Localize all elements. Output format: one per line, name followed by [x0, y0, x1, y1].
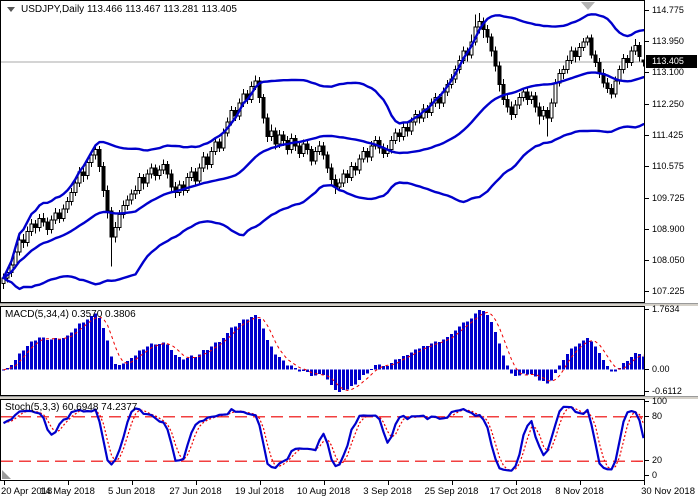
time-tick: [195, 481, 197, 485]
axis-tick: [645, 10, 649, 12]
axis-tick: [645, 260, 649, 262]
time-tick: [323, 481, 325, 485]
axis-tick: [645, 401, 649, 402]
stoch-d-line: [3, 406, 644, 471]
axis-tick: [645, 475, 649, 476]
bollinger-lower-line: [2, 122, 644, 291]
stochastic-canvas[interactable]: [1, 400, 644, 480]
time-axis-label: 19 Jul 2018: [234, 486, 285, 497]
time-tick: [579, 481, 581, 485]
time-axis[interactable]: 20 Apr 2018 14 May 2018 5 Jun 2018 27 Jun 2…: [0, 481, 698, 500]
axis-tick: [645, 415, 649, 417]
current-price-tag: 113.405: [646, 54, 697, 68]
time-axis-label: 3 Sep 2018: [363, 486, 412, 497]
stoch-axis-label: 20: [652, 455, 663, 466]
price-axis-label: 110.575: [652, 161, 684, 172]
axis-tick: [645, 460, 649, 462]
chart-title: USDJPY,Daily 113.466 113.467 113.281 113…: [7, 4, 237, 15]
bollinger-upper-line: [2, 13, 644, 279]
axis-tick: [645, 40, 649, 42]
stochastic-panel[interactable]: Stoch(5,3,3) 60.6948 74.2377: [0, 399, 645, 481]
time-tick: [131, 481, 133, 485]
time-axis-label: 20 Apr 2018: [1, 486, 53, 497]
chart-shift-marker-icon: [581, 2, 595, 10]
macd-label: MACD(5,34,4) 0.3570 0.3806: [5, 309, 136, 320]
time-tick: [3, 481, 5, 485]
price-axis-label: 111.425: [652, 129, 684, 140]
axis-tick: [645, 134, 649, 136]
macd-axis-label: -0.6112: [652, 386, 682, 396]
macd-canvas[interactable]: [1, 307, 644, 395]
axis-tick: [645, 166, 649, 168]
time-tick: [387, 481, 389, 485]
price-axis-label: 108.900: [652, 223, 685, 234]
time-axis-label: 30 Nov 2018: [641, 486, 695, 497]
axis-tick: [645, 228, 649, 230]
time-tick: [259, 481, 261, 485]
candles-layer: [1, 12, 644, 289]
time-tick: [451, 481, 453, 485]
stochastic-label: Stoch(5,3,3) 60.6948 74.2377: [5, 402, 138, 413]
macd-axis[interactable]: 1.7634 0.00 -0.6112: [645, 304, 698, 396]
price-axis-label: 107.225: [652, 285, 685, 296]
axis-tick: [645, 197, 649, 199]
stoch-axis-label: 100: [652, 396, 668, 406]
bollinger-middle-line: [2, 71, 644, 279]
time-axis-label: 5 Jun 2018: [107, 486, 156, 497]
price-axis-label: 108.050: [652, 255, 685, 266]
axis-tick: [645, 290, 649, 292]
time-tick: [67, 481, 69, 485]
axis-tick: [645, 309, 649, 310]
macd-axis-label: 0.00: [652, 363, 670, 374]
price-axis-label: 113.950: [652, 35, 684, 46]
stochastic-axis[interactable]: 100 80 20 0: [645, 396, 698, 481]
axis-tick: [645, 391, 649, 392]
axis-tick: [645, 72, 649, 74]
price-axis-label: 113.100: [652, 67, 684, 78]
time-axis-label: 8 Nov 2018: [555, 486, 604, 497]
axis-tick: [645, 104, 649, 106]
price-axis-label: 114.775: [652, 5, 684, 16]
stoch-axis-label: 0: [652, 470, 658, 480]
stoch-k-line: [2, 405, 644, 472]
scroll-marker-icon: [2, 470, 11, 479]
time-axis-label: 10 Aug 2018: [296, 486, 351, 497]
macd-histogram: [2, 310, 644, 392]
time-axis-label: 25 Sep 2018: [424, 486, 479, 497]
time-tick: [515, 481, 517, 485]
chart-dropdown-icon: [7, 7, 15, 12]
macd-panel[interactable]: MACD(5,34,4) 0.3570 0.3806: [0, 306, 645, 396]
stoch-axis-label: 80: [652, 410, 663, 421]
chart-title-text: USDJPY,Daily 113.466 113.467 113.281 113…: [21, 4, 237, 15]
price-axis-label: 109.725: [652, 192, 685, 203]
panel-splitter[interactable]: [0, 396, 698, 399]
time-tick: [643, 481, 645, 485]
price-chart-panel[interactable]: USDJPY,Daily 113.466 113.467 113.281 113…: [0, 0, 645, 303]
price-chart-canvas[interactable]: [1, 1, 644, 302]
macd-axis-label: 1.7634: [652, 304, 680, 314]
time-axis-label: 17 Oct 2018: [489, 486, 542, 497]
time-axis-label: 27 Jun 2018: [169, 486, 222, 497]
time-axis-label: 14 May 2018: [40, 486, 95, 497]
macd-signal-line: [3, 311, 644, 392]
price-axis[interactable]: 114.775 113.950 113.100 112.250 111.425 110.5…: [645, 0, 698, 303]
price-axis-label: 112.250: [652, 99, 684, 110]
axis-tick: [645, 368, 649, 370]
panel-splitter[interactable]: [0, 303, 698, 306]
